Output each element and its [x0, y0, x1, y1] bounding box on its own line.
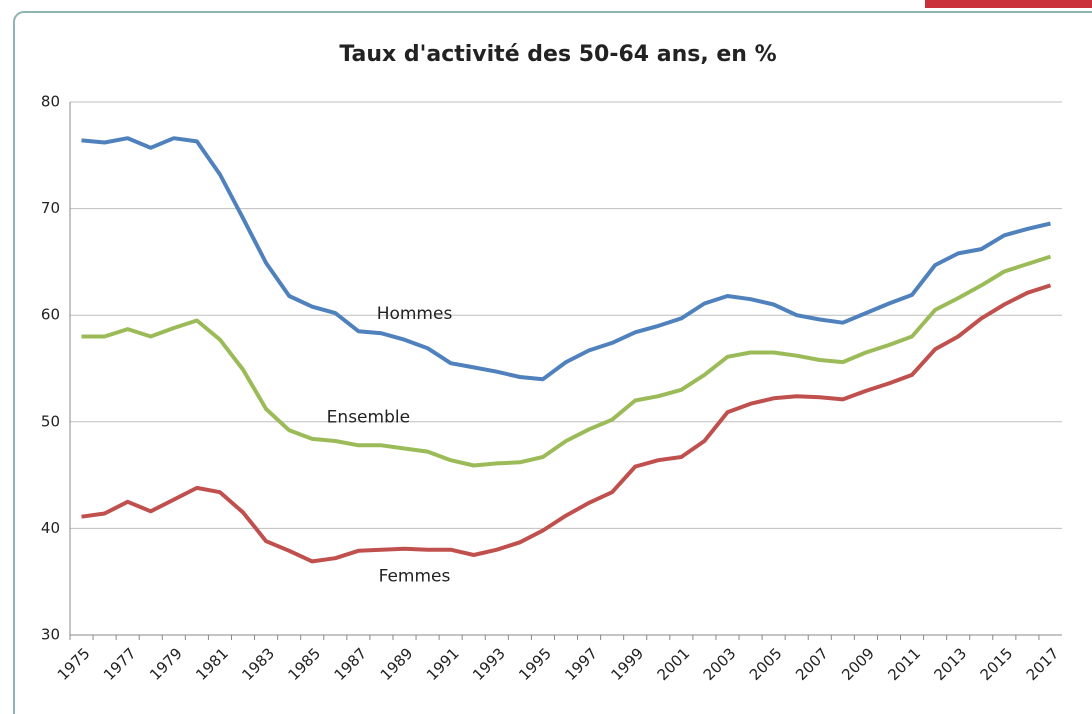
y-tick-label: 70 — [41, 199, 60, 217]
y-tick-label: 60 — [41, 306, 60, 324]
y-tick-label: 30 — [41, 626, 60, 644]
chart-title: Taux d'activité des 50-64 ans, en % — [339, 42, 776, 67]
series-label: Femmes — [379, 566, 451, 586]
y-tick-label: 80 — [41, 93, 60, 111]
decoration — [925, 0, 1092, 8]
series-line — [81, 254, 1052, 468]
chart-frame — [13, 11, 1092, 714]
series-label: Hommes — [377, 304, 453, 324]
y-tick-label: 50 — [41, 412, 60, 430]
series-line — [81, 136, 1051, 382]
y-tick-label: 40 — [41, 519, 60, 537]
series-label: Ensemble — [327, 408, 410, 428]
series-line — [81, 283, 1052, 564]
